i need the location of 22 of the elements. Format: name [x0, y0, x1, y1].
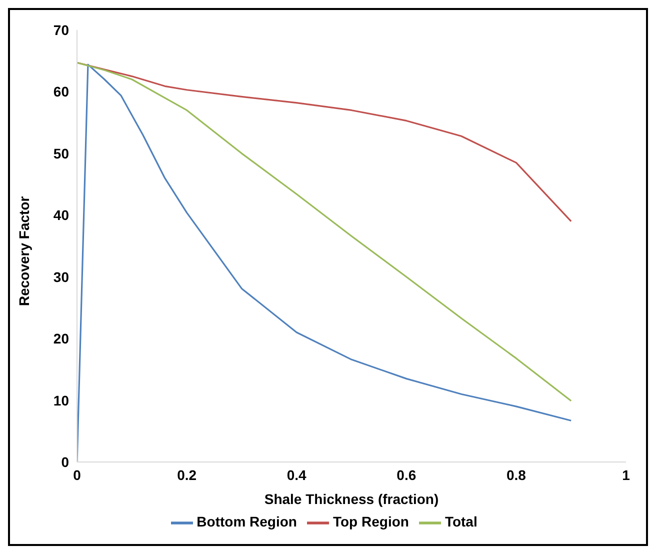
y-tick-label: 20: [53, 330, 70, 347]
line-series: [77, 64, 572, 462]
x-tick-label: 1: [622, 466, 630, 483]
y-tick-label: 50: [53, 145, 70, 162]
y-tick-label: 0: [61, 454, 70, 470]
y-tick-label: 30: [53, 268, 70, 285]
y-tick-label: 40: [53, 207, 70, 224]
x-tick-label: 0.4: [286, 466, 307, 483]
y-axis-title: Recovery Factor: [16, 196, 32, 306]
legend-label: Total: [444, 514, 478, 530]
x-tick-label: 0.2: [177, 466, 197, 483]
x-tick-label: 0.6: [396, 466, 416, 483]
legend-label: Top Region: [332, 514, 409, 530]
x-axis-title: Shale Thickness (fraction): [264, 491, 439, 507]
legend-label: Bottom Region: [196, 514, 297, 530]
y-tick-label: 60: [53, 84, 70, 100]
y-tick-label: 10: [53, 392, 70, 408]
y-tick-label: 70: [53, 22, 70, 38]
x-tick-label: 0: [73, 466, 82, 483]
x-tick-label: 0.8: [506, 466, 526, 483]
line-series: [77, 62, 572, 222]
line-series: [77, 62, 572, 402]
